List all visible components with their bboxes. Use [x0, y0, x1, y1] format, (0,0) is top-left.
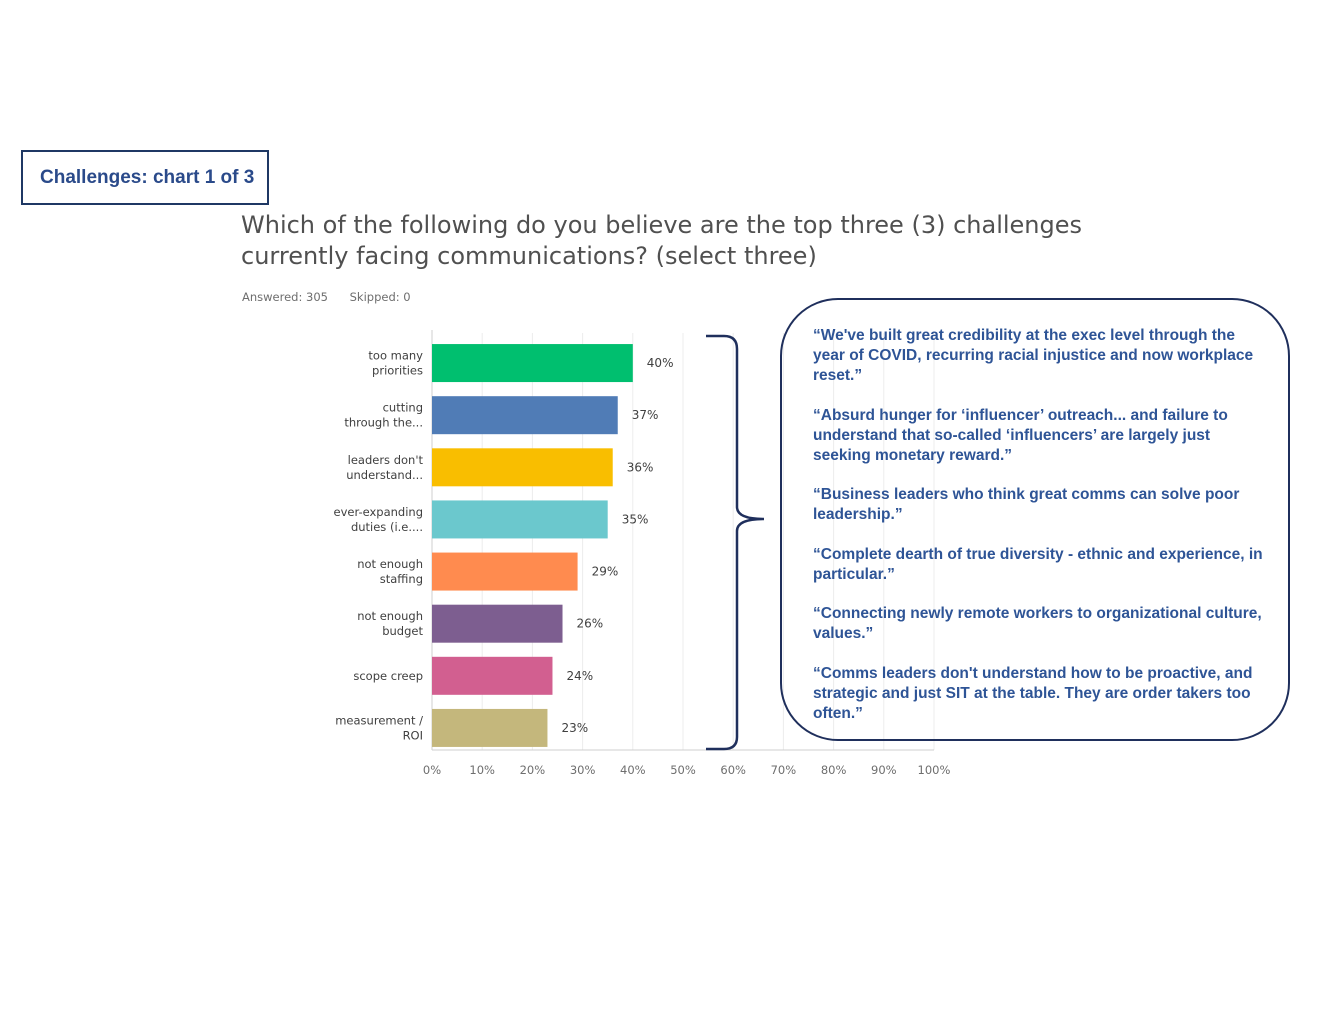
category-label: scope creep	[353, 669, 423, 683]
quote: “Comms leaders don't understand how to b…	[813, 664, 1253, 722]
x-tick-label: 80%	[821, 763, 847, 777]
category-label: understand...	[346, 468, 423, 482]
x-tick-label: 50%	[670, 763, 696, 777]
category-label: measurement /	[335, 713, 423, 727]
x-tick-label: 40%	[620, 763, 646, 777]
brace-bracket	[706, 334, 765, 751]
data-label: 37%	[632, 408, 659, 422]
quotes-panel: “We've built great credibility at the ex…	[780, 298, 1290, 741]
x-tick-label: 30%	[570, 763, 596, 777]
bar	[432, 604, 563, 643]
data-label: 40%	[647, 356, 674, 370]
bar	[432, 344, 633, 383]
slide-label-text: Challenges: chart 1 of 3	[40, 166, 255, 188]
category-label: budget	[382, 624, 423, 638]
bar	[432, 500, 608, 539]
skipped-count: Skipped: 0	[349, 290, 411, 304]
category-label: duties (i.e....	[351, 520, 423, 534]
x-tick-label: 90%	[871, 763, 897, 777]
quote: “Complete dearth of true diversity - eth…	[813, 545, 1263, 583]
category-label: ever-expanding	[334, 505, 424, 519]
data-label: 35%	[622, 512, 649, 526]
category-label: staffing	[380, 572, 423, 586]
answered-count: Answered: 305	[242, 290, 328, 304]
response-stats: Answered: 305 Skipped: 0	[242, 290, 429, 304]
slide-label: Challenges: chart 1 of 3	[21, 150, 269, 205]
category-label: cutting	[383, 401, 423, 415]
quote: “We've built great credibility at the ex…	[813, 327, 1254, 384]
quote: “Absurd hunger for ‘influencer’ outreach…	[813, 406, 1228, 464]
category-label: leaders don't	[348, 453, 424, 467]
x-tick-label: 60%	[720, 763, 746, 777]
x-tick-label: 70%	[771, 763, 797, 777]
data-label: 24%	[566, 669, 593, 683]
category-label: through the...	[344, 416, 423, 430]
data-label: 36%	[627, 460, 654, 474]
bar	[432, 552, 578, 591]
x-tick-label: 100%	[918, 763, 951, 777]
category-label: too many	[368, 349, 423, 363]
x-tick-label: 20%	[520, 763, 546, 777]
category-label: not enough	[357, 609, 423, 623]
x-tick-label: 10%	[469, 763, 495, 777]
quote: “Connecting newly remote workers to orga…	[813, 605, 1262, 642]
data-label: 29%	[592, 565, 619, 579]
chart-bars	[432, 344, 633, 747]
bar	[432, 656, 553, 695]
category-label: priorities	[372, 364, 423, 378]
x-tick-label: 0%	[423, 763, 441, 777]
chart-x-ticks: 0% 10% 20% 30% 40% 50% 60% 70% 80% 90% 100%	[423, 763, 951, 777]
bar	[432, 708, 548, 747]
data-label: 23%	[561, 721, 588, 735]
category-label: not enough	[357, 557, 423, 571]
quote: “Business leaders who think great comms …	[813, 486, 1240, 523]
data-label: 26%	[577, 617, 604, 631]
category-label: ROI	[403, 728, 423, 742]
bar	[432, 448, 613, 487]
bar	[432, 396, 618, 435]
question-title: Which of the following do you believe ar…	[241, 211, 1083, 270]
